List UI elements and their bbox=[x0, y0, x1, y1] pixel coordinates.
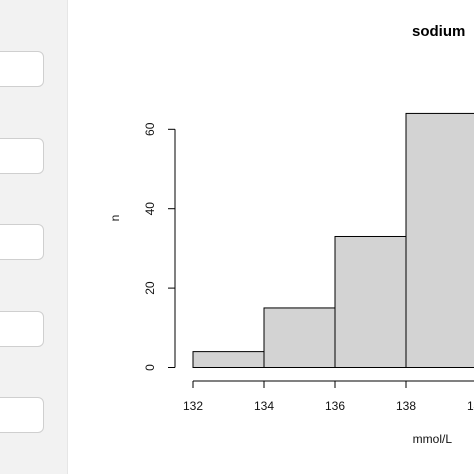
histogram-bar-4 bbox=[405, 112, 474, 368]
x-tick-label: 138 bbox=[396, 399, 416, 413]
sidebar-card-4[interactable] bbox=[0, 311, 44, 347]
y-tick-label: 60 bbox=[143, 122, 157, 136]
histogram-bar-3 bbox=[334, 235, 407, 368]
x-tick-label: 134 bbox=[254, 399, 274, 413]
x-axis: 132 134 136 138 140 bbox=[183, 380, 474, 413]
chart-title: sodium bbox=[412, 23, 465, 40]
sidebar-card-5[interactable] bbox=[0, 397, 44, 433]
sidebar-card-3[interactable] bbox=[0, 224, 44, 260]
y-tick-label: 40 bbox=[143, 202, 157, 216]
x-tick-label: 140 bbox=[467, 399, 474, 413]
x-axis-label: mmol/L bbox=[413, 432, 453, 446]
x-tick-label: 132 bbox=[183, 399, 203, 413]
y-tick-label: 20 bbox=[143, 281, 157, 295]
y-axis: 0 20 40 60 bbox=[143, 122, 176, 371]
sidebar-card-2[interactable] bbox=[0, 138, 44, 174]
histogram-bar-1 bbox=[192, 351, 265, 368]
sidebar-panel bbox=[0, 0, 68, 474]
histogram-bar-2 bbox=[263, 307, 336, 369]
x-tick-label: 136 bbox=[325, 399, 345, 413]
bars-layer bbox=[192, 112, 474, 369]
y-axis-label: n bbox=[108, 215, 122, 222]
sidebar-card-1[interactable] bbox=[0, 51, 44, 87]
y-tick-label: 0 bbox=[143, 364, 157, 371]
